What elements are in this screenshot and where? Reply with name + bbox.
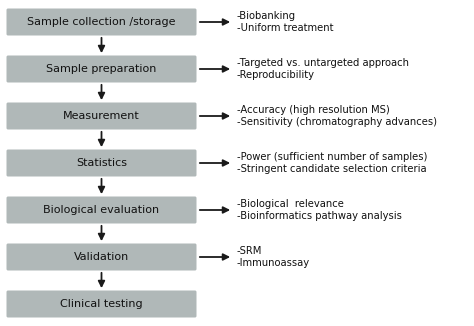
Text: -Biological  relevance: -Biological relevance [237,199,344,209]
Text: -Uniform treatment: -Uniform treatment [237,23,334,33]
FancyBboxPatch shape [7,150,197,176]
Text: Clinical testing: Clinical testing [60,299,143,309]
Text: -Accuracy (high resolution MS): -Accuracy (high resolution MS) [237,105,390,115]
Text: Biological evaluation: Biological evaluation [44,205,160,215]
Text: -Reproducibility: -Reproducibility [237,70,315,80]
Text: -SRM: -SRM [237,246,263,256]
FancyBboxPatch shape [7,55,197,82]
FancyBboxPatch shape [7,102,197,129]
Text: -Immunoassay: -Immunoassay [237,258,310,268]
Text: -Bioinformatics pathway analysis: -Bioinformatics pathway analysis [237,211,402,221]
Text: Sample preparation: Sample preparation [46,64,157,74]
Text: Statistics: Statistics [76,158,127,168]
Text: Validation: Validation [74,252,129,262]
Text: -Power (sufficient number of samples): -Power (sufficient number of samples) [237,152,428,162]
Text: -Stringent candidate selection criteria: -Stringent candidate selection criteria [237,164,427,174]
FancyBboxPatch shape [7,197,197,224]
Text: Sample collection /storage: Sample collection /storage [27,17,176,27]
Text: -Targeted vs. untargeted approach: -Targeted vs. untargeted approach [237,58,409,68]
Text: -Sensitivity (chromatography advances): -Sensitivity (chromatography advances) [237,117,437,127]
FancyBboxPatch shape [7,290,197,318]
Text: -Biobanking: -Biobanking [237,11,296,21]
FancyBboxPatch shape [7,8,197,36]
FancyBboxPatch shape [7,244,197,271]
Text: Measurement: Measurement [63,111,140,121]
